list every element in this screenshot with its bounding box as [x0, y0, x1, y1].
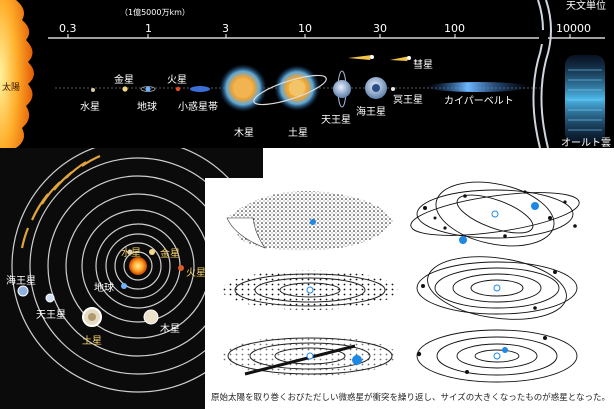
- mars-orbit-label: 火星: [186, 268, 206, 279]
- asteroid-belt-shape: [190, 86, 210, 92]
- venus-label: 金星: [114, 75, 134, 86]
- neptune-orbit-label: 海王星: [6, 276, 36, 287]
- solar-scale-diagram: （1億5000万km） 天文単位 0.3 1 3 10 30 100 10000…: [0, 0, 614, 148]
- orbit-stage-1: [410, 181, 580, 247]
- scale-illustration: [0, 0, 605, 148]
- orbit-stage-2: [416, 256, 578, 320]
- uranus-label: 天王星: [321, 115, 351, 126]
- oort-cloud-shape: [565, 55, 605, 143]
- jupiter-label: 木星: [234, 128, 254, 139]
- mercury-dot: [91, 88, 95, 92]
- mercury-orbit-label: 水星: [121, 248, 141, 259]
- tick-label: 100: [444, 22, 465, 35]
- kuiper-belt-shape: [426, 82, 530, 92]
- earth-label: 地球: [137, 102, 157, 113]
- tick-label: 1: [145, 22, 152, 35]
- formation-sketches: [222, 181, 580, 383]
- sun-shape: [0, 0, 34, 148]
- unit-label: （1億5000万km）: [120, 8, 190, 17]
- tick-label: 3: [222, 22, 229, 35]
- earth-body: [121, 283, 127, 289]
- uranus-shape: [333, 80, 351, 98]
- planet-formation-illustration: 原始太陽を取り巻くおびただしい微惑星が衝突を繰り返し、サイズの大きくなったものが…: [205, 178, 614, 409]
- oort-cloud-label: オールト雲: [561, 138, 611, 148]
- tick-label: 10000: [556, 22, 591, 35]
- tick-label: 30: [373, 22, 387, 35]
- pluto-label: 冥王星: [393, 95, 423, 106]
- mars-body: [178, 265, 184, 271]
- jupiter-orbit-label: 木星: [160, 324, 180, 335]
- orbit-stage-3: [416, 329, 578, 383]
- earth-dot: [145, 86, 151, 92]
- pluto-dot: [391, 87, 395, 91]
- comet-shape-1: [348, 55, 372, 60]
- venus-orbit-label: 金星: [160, 249, 180, 260]
- sun-label: 太陽: [2, 83, 21, 93]
- asteroid-belt-label: 小惑星帯: [178, 102, 218, 113]
- tick-label: 10: [298, 22, 312, 35]
- venus-dot: [122, 86, 128, 92]
- mars-dot: [175, 86, 181, 92]
- mars-label: 火星: [167, 75, 187, 86]
- saturn-orbit-label: 土星: [82, 336, 102, 347]
- mercury-body: [127, 249, 133, 255]
- sun-center-shape: [129, 257, 147, 275]
- kuiper-belt-label: カイパーベルト: [444, 96, 514, 107]
- uranus-orbit-label: 天王星: [36, 310, 66, 321]
- earth-orbit-label: 地球: [94, 283, 114, 294]
- comet-label: 彗星: [413, 60, 433, 71]
- mercury-label: 水星: [80, 102, 100, 113]
- unit-header: 天文単位: [566, 1, 606, 12]
- formation-caption: 原始太陽を取り巻くおびただしい微惑星が衝突を繰り返し、サイズの大きくなったものが…: [211, 393, 610, 403]
- saturn-label: 土星: [288, 128, 308, 139]
- tick-label: 0.3: [59, 22, 77, 35]
- comet-shape-2: [390, 56, 410, 61]
- disk-stage-1: [227, 191, 393, 251]
- neptune-label: 海王星: [356, 107, 386, 118]
- venus-body: [149, 249, 155, 255]
